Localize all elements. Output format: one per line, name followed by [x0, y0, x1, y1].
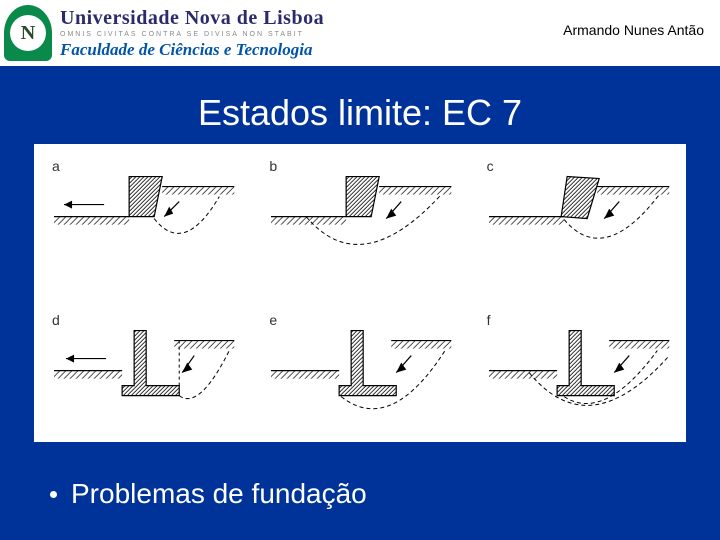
- bullet-item: Problemas de fundação: [50, 478, 367, 510]
- diagram-c-icon: [469, 144, 686, 298]
- university-emblem: N: [4, 5, 52, 61]
- bullet-text: Problemas de fundação: [71, 478, 367, 510]
- diagram-a-icon: [34, 144, 251, 298]
- figure-label: e: [269, 312, 277, 328]
- figure-cell-d: d: [34, 298, 251, 452]
- figure-label: f: [487, 312, 491, 328]
- slide-title: Estados limite: EC 7: [0, 92, 720, 134]
- figure-label: a: [52, 158, 60, 174]
- bullet-dot-icon: [50, 491, 57, 498]
- figure-cell-e: e: [251, 298, 468, 452]
- diagram-b-icon: [251, 144, 468, 298]
- header-bar: N Universidade Nova de Lisboa OMNIS CIVI…: [0, 0, 720, 66]
- figure-cell-a: a: [34, 144, 251, 298]
- emblem-letter: N: [10, 15, 46, 51]
- figure-label: d: [52, 312, 60, 328]
- university-text-block: Universidade Nova de Lisboa OMNIS CIVITA…: [60, 7, 324, 60]
- figure-panel: a: [34, 144, 686, 442]
- university-name: Universidade Nova de Lisboa: [60, 7, 324, 30]
- figure-cell-f: f: [469, 298, 686, 452]
- author-name: Armando Nunes Antão: [563, 22, 704, 38]
- figure-cell-c: c: [469, 144, 686, 298]
- diagram-e-icon: [251, 298, 468, 452]
- diagram-f-icon: [469, 298, 686, 452]
- faculty-name: Faculdade de Ciências e Tecnologia: [60, 40, 324, 60]
- logo-block: N Universidade Nova de Lisboa OMNIS CIVI…: [0, 0, 324, 66]
- figure-label: b: [269, 158, 277, 174]
- figure-label: c: [487, 158, 494, 174]
- university-motto: OMNIS CIVITAS CONTRA SE DIVISA NON STABI…: [60, 31, 324, 38]
- figure-cell-b: b: [251, 144, 468, 298]
- diagram-d-icon: [34, 298, 251, 452]
- figure-grid: a: [34, 144, 686, 442]
